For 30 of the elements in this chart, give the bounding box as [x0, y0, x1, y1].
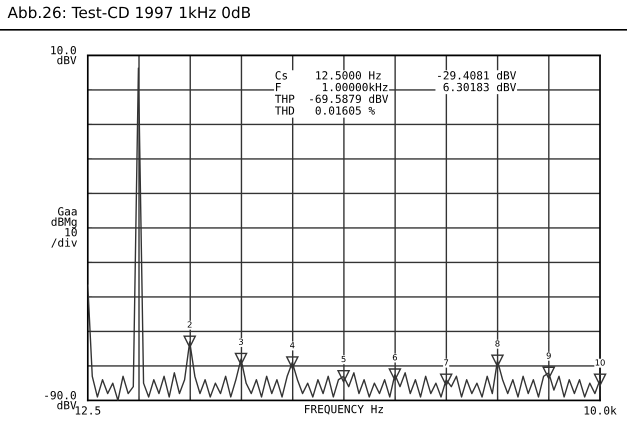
x-tick-label: 12.5	[76, 406, 100, 415]
annotation: 5	[342, 356, 346, 362]
x-tick-label: 10.0k	[584, 406, 617, 415]
annotation: THD 0.01605 %	[275, 106, 375, 115]
point	[542, 366, 555, 380]
x-axis-title: FREQUENCY Hz	[305, 404, 383, 415]
point	[388, 368, 402, 381]
annotation: F 1.00000kHz	[276, 82, 388, 92]
annotation: 6	[392, 354, 398, 360]
annotation: 3	[238, 338, 243, 345]
annotation: 4	[290, 342, 294, 348]
chart-title: Abb.26: Test-CD 1997 1kHz 0dB	[8, 6, 250, 18]
annotation: 9	[546, 352, 551, 359]
y-axis-title: Gaa dBMg 10 /div	[51, 207, 77, 248]
point	[286, 356, 299, 369]
annotation: THP -69.5879 dBV	[275, 94, 388, 104]
point	[594, 373, 606, 386]
annotation: 6.30183 dBV	[444, 82, 516, 92]
annotation: Cs 12.5000 Hz	[276, 71, 381, 80]
annotation: -29.4081 dBV	[438, 70, 516, 80]
y-tick-label: 10.0 dBV	[51, 46, 76, 64]
point	[440, 373, 452, 386]
point	[183, 336, 196, 348]
annotation: 2	[188, 321, 192, 328]
point	[337, 370, 350, 383]
annotation: 7	[444, 359, 448, 366]
annotation: 10	[596, 359, 605, 366]
point	[234, 352, 248, 366]
annotation: 8	[495, 340, 500, 347]
y-tick-label: -90.0 dBV	[45, 391, 76, 410]
